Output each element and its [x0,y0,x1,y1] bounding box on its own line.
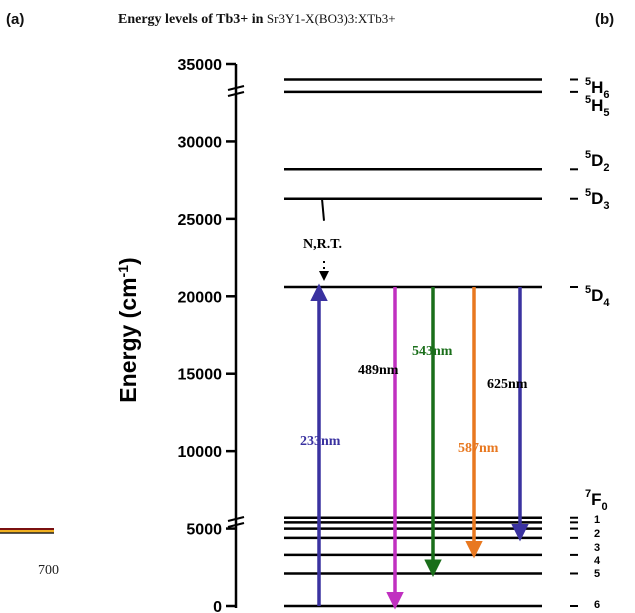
term-label: 7F0 [585,488,608,513]
title-text: Energy levels of Tb3+ in [118,12,264,27]
title-formula: Sr3Y1-X(BO3)3:XTb3+ [266,11,396,26]
term-label: 1 [594,514,600,526]
axis-break-mark [227,522,245,528]
figure-title: Energy levels of Tb3+ in Sr3Y1-X(BO3)3:X… [118,11,396,28]
transition-label: 625nm [487,377,528,392]
transition-label: N,R.T. [303,237,342,252]
term-label: 5H5 [585,94,610,119]
term-label: 4 [594,555,601,567]
transition-arrow [321,198,325,221]
axis-break-mark [227,85,245,91]
axis-break-mark [227,91,245,97]
axis-break-mark [227,516,245,522]
panel-a-label: (a) [6,11,25,28]
term-label: 5H6 [585,76,610,101]
y-tick-label: 35000 [178,57,223,74]
transition-label: 543nm [412,344,453,359]
y-tick-label: 0 [213,599,222,613]
term-label: 2 [594,528,600,540]
left-panel-tick-label: 700 [38,563,59,578]
transition-label: 489nm [358,363,399,378]
y-axis-label: Energy (cm-1) [115,257,141,402]
y-tick-label: 30000 [178,134,223,151]
transition-label: 233nm [300,434,341,449]
left-panel-trace-orange [0,529,54,533]
panel-b-label: (b) [595,11,615,28]
y-tick-label: 15000 [178,367,223,384]
transitions: 233nm 489nm 543nm 587nm 625nm N,R.T. [300,198,529,610]
y-axis: 35000 30000 25000 20000 15000 10000 5000 0 Energ… [115,57,245,613]
y-tick-label: 20000 [178,289,223,306]
left-panel-fragment: 700 [0,528,59,578]
term-label: 5 [594,568,600,580]
y-tick-label: 5000 [186,522,222,539]
term-label: 5D4 [585,284,610,309]
transition-label: 587nm [458,441,499,456]
term-label: 5D3 [585,187,610,212]
term-label: 3 [594,542,600,554]
y-tick-label: 10000 [178,444,223,461]
y-tick-label: 25000 [178,212,223,229]
term-label: 6 [594,599,600,611]
term-label: 5D2 [585,149,610,174]
